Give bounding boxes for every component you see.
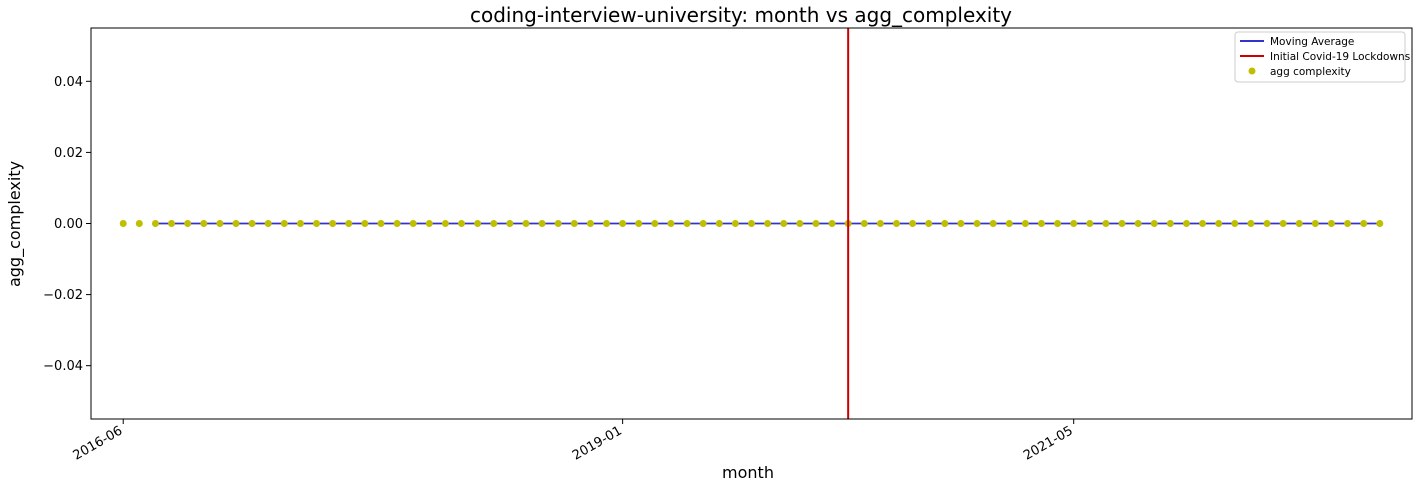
agg-complexity-point	[1150, 220, 1158, 227]
agg-complexity-point	[522, 220, 530, 227]
agg-complexity-point	[683, 220, 691, 227]
agg-complexity-point	[1279, 220, 1287, 227]
agg-complexity-point	[1166, 220, 1174, 227]
agg-complexity-point	[184, 220, 192, 227]
agg-complexity-point	[1311, 220, 1319, 227]
agg-complexity-point	[651, 220, 659, 227]
agg-complexity-point	[200, 220, 208, 227]
agg-complexity-point	[1021, 220, 1029, 227]
agg-complexity-point	[586, 220, 594, 227]
agg-complexity-point	[409, 220, 417, 227]
agg-complexity-point	[151, 220, 159, 227]
legend: Moving Average Initial Covid-19 Lockdown…	[1234, 31, 1410, 83]
legend-agg-complexity-label: agg complexity	[1270, 66, 1351, 78]
agg-complexity-point	[876, 220, 884, 227]
agg-complexity-point	[280, 220, 288, 227]
agg-complexity-point	[1199, 220, 1207, 227]
agg-complexity-point	[1247, 220, 1255, 227]
agg-complexity-point	[715, 220, 723, 227]
agg-complexity-point	[731, 220, 739, 227]
y-tick-label: −0.04	[43, 359, 83, 374]
agg-complexity-point	[441, 220, 449, 227]
agg-complexity-point	[1376, 220, 1384, 227]
agg-complexity-point	[264, 220, 272, 227]
agg-complexity-point	[1134, 220, 1142, 227]
agg-complexity-point	[1327, 220, 1335, 227]
agg-complexity-point	[570, 220, 578, 227]
legend-agg-complexity-swatch	[1248, 67, 1256, 75]
y-tick-label: 0.04	[54, 75, 83, 90]
agg-complexity-point	[635, 220, 643, 227]
agg-complexity-point	[1231, 220, 1239, 227]
agg-complexity-point	[796, 220, 804, 227]
agg-complexity-point	[538, 220, 546, 227]
agg-complexity-point	[957, 220, 965, 227]
agg-complexity-point	[603, 220, 611, 227]
agg-complexity-point	[296, 220, 304, 227]
agg-complexity-point	[1102, 220, 1110, 227]
agg-complexity-point	[764, 220, 772, 227]
chart-title: coding-interview-university: month vs ag…	[470, 3, 1012, 27]
agg-complexity-point	[1182, 220, 1190, 227]
agg-complexity-point	[1118, 220, 1126, 227]
agg-complexity-point	[361, 220, 369, 227]
legend-covid-lockdowns-label: Initial Covid-19 Lockdowns	[1270, 51, 1410, 63]
agg-complexity-point	[941, 220, 949, 227]
agg-complexity-point	[892, 220, 900, 227]
agg-complexity-point	[458, 220, 466, 227]
x-tick-label: 2019-01	[570, 423, 625, 463]
agg-complexity-point	[506, 220, 514, 227]
agg-complexity-point	[699, 220, 707, 227]
agg-complexity-point	[925, 220, 933, 227]
y-tick-label: 0.02	[54, 146, 83, 161]
plot-area	[119, 28, 1384, 419]
agg-complexity-point	[667, 220, 675, 227]
agg-complexity-point	[168, 220, 176, 227]
legend-box	[1234, 31, 1406, 83]
agg-complexity-point	[1263, 220, 1271, 227]
agg-complexity-point	[232, 220, 240, 227]
agg-complexity-point	[780, 220, 788, 227]
agg-complexity-point	[1037, 220, 1045, 227]
agg-complexity-point	[216, 220, 224, 227]
agg-complexity-point	[1344, 220, 1352, 227]
agg-complexity-point	[345, 220, 353, 227]
agg-complexity-point	[909, 220, 917, 227]
x-tick-label: 2016-06	[71, 423, 126, 463]
legend-moving-average-label: Moving Average	[1270, 36, 1354, 48]
agg-complexity-point	[490, 220, 498, 227]
agg-complexity-point	[1070, 220, 1078, 227]
agg-complexity-point	[1005, 220, 1013, 227]
agg-complexity-point	[313, 220, 321, 227]
agg-complexity-point	[135, 220, 143, 227]
y-tick-label: 0.00	[54, 217, 83, 232]
agg-complexity-point	[377, 220, 385, 227]
x-tick-label: 2021-05	[1021, 423, 1076, 463]
agg-complexity-point	[1295, 220, 1303, 227]
agg-complexity-point	[474, 220, 482, 227]
agg-complexity-point	[1360, 220, 1368, 227]
agg-complexity-point	[1086, 220, 1094, 227]
agg-complexity-point	[619, 220, 627, 227]
y-tick-label: −0.02	[43, 288, 83, 303]
agg-complexity-point	[973, 220, 981, 227]
y-axis: 0.04 0.02 0.00 −0.02 −0.04	[43, 75, 91, 374]
agg-complexity-point	[248, 220, 256, 227]
agg-complexity-point	[1054, 220, 1062, 227]
x-axis: 2016-06 2019-01 2021-05	[71, 419, 1076, 464]
agg-complexity-point	[1215, 220, 1223, 227]
agg-complexity-point	[329, 220, 337, 227]
agg-complexity-point	[860, 220, 868, 227]
agg-complexity-point	[828, 220, 836, 227]
agg-complexity-point	[554, 220, 562, 227]
agg-complexity-point	[989, 220, 997, 227]
agg-complexity-point	[748, 220, 755, 227]
agg-complexity-point	[119, 220, 127, 227]
agg-complexity-point	[425, 220, 433, 227]
agg-complexity-point	[812, 220, 820, 227]
agg-complexity-point	[393, 220, 401, 227]
y-axis-title: agg_complexity	[5, 161, 25, 287]
x-axis-title: month	[722, 463, 774, 482]
